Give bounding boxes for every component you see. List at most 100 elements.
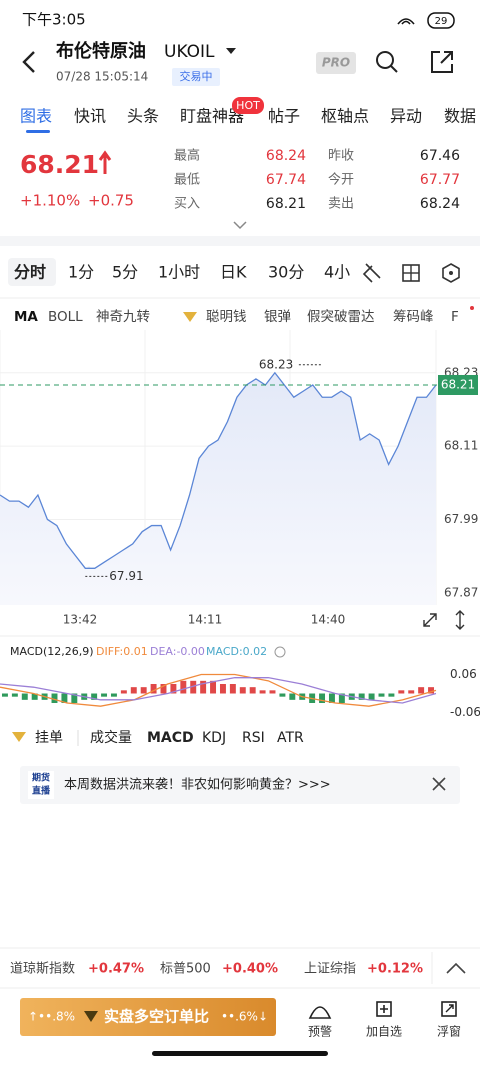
indicator-tab[interactable]: 神奇九转 bbox=[96, 308, 150, 325]
fullscreen-button[interactable] bbox=[423, 613, 437, 627]
macd-bar bbox=[1, 693, 8, 697]
period-tab[interactable]: 分时 bbox=[14, 263, 46, 282]
action-label[interactable]: 加自选 bbox=[366, 1025, 402, 1039]
indicator-tab[interactable]: 筹码峰 bbox=[393, 308, 434, 325]
indicator-tab[interactable]: MA bbox=[14, 309, 38, 325]
diamond-icon bbox=[84, 1011, 98, 1022]
lower-tab[interactable]: MACD bbox=[147, 730, 194, 746]
up-arrow bbox=[98, 150, 112, 174]
last-price: 68.21 bbox=[20, 150, 99, 179]
index-name: 上证综指 bbox=[304, 962, 356, 977]
instrument-title: 布伦特原油 bbox=[56, 40, 146, 62]
indicator-tab[interactable]: 假突破雷达 bbox=[307, 309, 375, 325]
quote-stats: 最高 68.24 昨收 67.46 最低 67.74 今开 67.77 买入 68.21 卖出 68.… bbox=[174, 148, 460, 213]
macd-bar bbox=[200, 680, 207, 694]
lower-tab[interactable]: 成交量 bbox=[90, 729, 132, 746]
macd-bar bbox=[239, 687, 246, 694]
status-time: 下午3:05 bbox=[22, 11, 86, 29]
tab[interactable]: 枢轴点 bbox=[321, 107, 369, 126]
order-ratio-button[interactable] bbox=[20, 998, 276, 1036]
draw-tool[interactable] bbox=[362, 263, 381, 283]
tab[interactable]: 图表 bbox=[20, 107, 52, 126]
macd-bar bbox=[110, 693, 117, 697]
tab[interactable]: 帖子 bbox=[268, 107, 300, 126]
float-icon[interactable] bbox=[441, 1001, 457, 1017]
indicator-tab[interactable]: 银弹 bbox=[264, 309, 291, 325]
macd-bar bbox=[388, 693, 395, 697]
current-price-box bbox=[438, 375, 478, 395]
lower-tab[interactable]: KDJ bbox=[202, 730, 226, 746]
lower-tab[interactable]: ATR bbox=[277, 730, 304, 746]
indicator-tab[interactable]: 聪明钱 bbox=[206, 309, 247, 325]
macd-legend: DIFF:0.01 bbox=[96, 645, 148, 658]
macd-title: MACD(12,26,9) bbox=[10, 645, 94, 658]
action-label[interactable]: 浮窗 bbox=[437, 1025, 461, 1039]
period-tab[interactable]: 5分 bbox=[112, 263, 138, 282]
tab[interactable]: 异动 bbox=[390, 107, 422, 126]
tab[interactable]: 盯盘神器 bbox=[180, 107, 244, 126]
macd-settings[interactable] bbox=[274, 646, 286, 658]
separator bbox=[0, 236, 480, 246]
period-tab[interactable]: 30分 bbox=[268, 263, 304, 282]
back-button[interactable] bbox=[22, 51, 35, 73]
home-indicator bbox=[152, 1051, 328, 1056]
tab[interactable]: 快讯 bbox=[74, 107, 106, 126]
tab-bar: 图表 快讯 头条 盯盘神器 帖子 枢轴点 异动 数据 HOT bbox=[20, 97, 476, 133]
macd-bar bbox=[71, 693, 78, 703]
macd-bar bbox=[120, 690, 127, 694]
settings-tool[interactable] bbox=[442, 263, 460, 283]
indicator-tab[interactable]: F bbox=[451, 309, 459, 325]
period-tab[interactable]: 1小时 bbox=[158, 263, 200, 282]
expand-button[interactable] bbox=[233, 221, 247, 230]
period-tab[interactable]: 1分 bbox=[68, 263, 94, 282]
stat-label: 最低 bbox=[174, 173, 200, 188]
macd-bar bbox=[279, 693, 286, 697]
period-tabs: 分时 1分 5分 1小时 日K 30分 4小 bbox=[14, 263, 350, 282]
stat-value: 68.24 bbox=[266, 148, 306, 164]
search-button[interactable] bbox=[376, 51, 394, 69]
instrument-code[interactable]: UKOIL bbox=[164, 42, 215, 62]
change-pct: +1.10% bbox=[20, 192, 80, 210]
banner-tag-bg bbox=[28, 771, 54, 799]
y-tick-label: 68.11 bbox=[444, 439, 478, 453]
macd-chart: MACD(12,26,9) DIFF:0.01 DEA:-0.00 MACD:0.02… bbox=[0, 645, 480, 719]
action-label[interactable]: 预警 bbox=[308, 1024, 332, 1039]
tab[interactable]: 头条 bbox=[127, 107, 159, 126]
macd-bar bbox=[319, 693, 326, 703]
collapse-button[interactable] bbox=[446, 962, 466, 974]
diamond-icon bbox=[12, 732, 26, 742]
share-button[interactable] bbox=[431, 51, 453, 73]
macd-bar bbox=[210, 680, 217, 694]
period-tab[interactable]: 4小 bbox=[324, 263, 350, 282]
macd-bar bbox=[101, 693, 108, 697]
stat-label: 最高 bbox=[174, 148, 200, 164]
alert-icon[interactable] bbox=[308, 1006, 332, 1019]
macd-bar bbox=[140, 687, 147, 694]
high-label: 68.23 bbox=[259, 357, 293, 371]
y-tick-label: 0.06 bbox=[450, 667, 477, 681]
lower-tab[interactable]: RSI bbox=[242, 730, 265, 746]
banner-tag: 期货 bbox=[32, 772, 50, 784]
tab[interactable]: 数据 bbox=[444, 107, 476, 126]
pro-badge[interactable] bbox=[316, 52, 356, 74]
watchlist-icon[interactable] bbox=[376, 1001, 392, 1017]
price-line bbox=[0, 371, 437, 569]
macd-bar bbox=[130, 687, 137, 694]
banner-close[interactable] bbox=[432, 777, 446, 791]
macd-bar bbox=[170, 684, 177, 694]
y-tick-label: -0.06 bbox=[450, 705, 480, 719]
scale-button[interactable] bbox=[455, 610, 465, 630]
stat-label: 卖出 bbox=[328, 197, 354, 212]
macd-bar bbox=[269, 690, 276, 694]
macd-bar bbox=[11, 693, 18, 697]
period-tab[interactable]: 日K bbox=[220, 263, 247, 282]
news-banner[interactable] bbox=[20, 766, 460, 804]
dropdown-icon[interactable] bbox=[226, 48, 236, 54]
stat-label: 今开 bbox=[328, 172, 354, 188]
lower-tab[interactable]: 挂单 bbox=[35, 730, 63, 746]
indicator-tab[interactable]: BOLL bbox=[48, 309, 83, 325]
macd-bar bbox=[408, 690, 415, 694]
macd-bar bbox=[418, 687, 425, 694]
stat-value: 67.77 bbox=[420, 172, 460, 188]
stat-value: 68.21 bbox=[266, 196, 306, 212]
